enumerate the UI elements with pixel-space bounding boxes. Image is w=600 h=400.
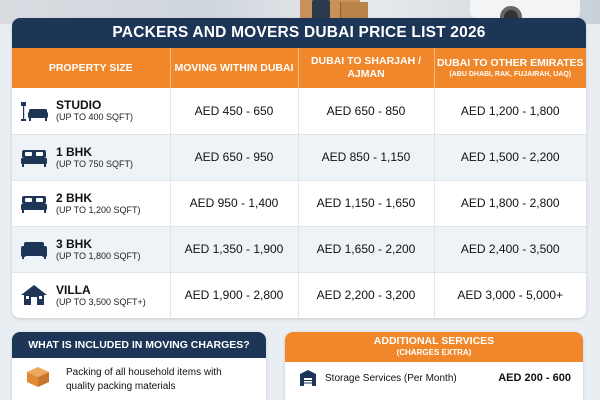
moving-van: [470, 0, 580, 18]
studio-sofa-lamp-icon: [21, 101, 48, 121]
property-cell: STUDIO (UP TO 400 SQFT): [12, 88, 171, 135]
service-name: Storage Services (Per Month): [325, 372, 457, 384]
property-size: (UP TO 400 SQFT): [56, 112, 134, 123]
included-title: WHAT IS INCLUDED IN MOVING CHARGES?: [12, 332, 266, 358]
price-sharjah: AED 850 - 1,150: [298, 134, 435, 181]
price-within: AED 650 - 950: [170, 134, 299, 181]
property-name: VILLA: [56, 282, 91, 297]
price-sharjah: AED 1,150 - 1,650: [298, 180, 435, 227]
property-size: (UP TO 1,200 SQFT): [56, 204, 141, 215]
list-item: Packing of all household items with qual…: [12, 358, 266, 394]
price-other: AED 3,000 - 5,000+: [434, 272, 586, 318]
table-header-row: PROPERTY SIZE MOVING WITHIN DUBAI DUBAI …: [12, 48, 586, 88]
property-cell: VILLA (UP TO 3,500 SQFT+): [12, 272, 171, 318]
box-icon: [27, 367, 49, 387]
services-subtitle: (CHARGES EXTRA): [396, 348, 472, 357]
property-cell: 2 BHK (UP TO 1,200 SQFT): [12, 180, 171, 227]
sofa-icon: [21, 242, 47, 259]
price-other: AED 1,500 - 2,200: [434, 134, 586, 181]
table-row: 1 BHK (UP TO 750 SQFT) AED 650 - 950 AED…: [12, 134, 586, 181]
included-item-text: Packing of all household items with qual…: [66, 367, 222, 392]
page-title: PACKERS AND MOVERS DUBAI PRICE LIST 2026: [12, 18, 586, 48]
price-other: AED 1,800 - 2,800: [434, 180, 586, 227]
price-sharjah: AED 650 - 850: [298, 88, 435, 135]
col-header-other: DUBAI TO OTHER EMIRATES (ABU DHABI, RAK,…: [434, 48, 586, 88]
property-name: 2 BHK: [56, 190, 93, 205]
price-sharjah: AED 1,650 - 2,200: [298, 226, 435, 273]
table-row: 3 BHK (UP TO 1,800 SQFT) AED 1,350 - 1,9…: [12, 226, 586, 273]
price-within: AED 1,350 - 1,900: [170, 226, 299, 273]
property-size: (UP TO 1,800 SQFT): [56, 250, 141, 261]
service-price: AED 200 - 600: [498, 372, 571, 384]
price-within: AED 950 - 1,400: [170, 180, 299, 227]
property-size: (UP TO 3,500 SQFT+): [56, 296, 146, 307]
property-name: STUDIO: [56, 98, 102, 113]
price-within: AED 450 - 650: [170, 88, 299, 135]
service-row: Storage Services (Per Month) AED 200 - 6…: [285, 362, 583, 387]
price-other: AED 1,200 - 1,800: [434, 88, 586, 135]
house-icon: [21, 285, 47, 305]
property-cell: 1 BHK (UP TO 750 SQFT): [12, 134, 171, 181]
price-sharjah: AED 2,200 - 3,200: [298, 272, 435, 318]
bed-icon: [21, 196, 47, 213]
price-other: AED 2,400 - 3,500: [434, 226, 586, 273]
col-header-other-sub: (ABU DHABI, RAK, FUJAIRAH, UAQ): [449, 70, 572, 78]
storage-icon: [300, 370, 316, 386]
bed-icon: [21, 150, 47, 167]
included-panel: WHAT IS INCLUDED IN MOVING CHARGES? Pack…: [12, 332, 266, 400]
col-header-other-label: DUBAI TO OTHER EMIRATES: [436, 56, 584, 69]
col-header-property: PROPERTY SIZE: [12, 48, 171, 88]
services-header: ADDITIONAL SERVICES (CHARGES EXTRA): [285, 332, 583, 362]
property-cell: 3 BHK (UP TO 1,800 SQFT): [12, 226, 171, 273]
table-row: STUDIO (UP TO 400 SQFT) AED 450 - 650 AE…: [12, 88, 586, 135]
property-name: 1 BHK: [56, 144, 93, 159]
table-row: VILLA (UP TO 3,500 SQFT+) AED 1,900 - 2,…: [12, 272, 586, 318]
services-panel: ADDITIONAL SERVICES (CHARGES EXTRA) Stor…: [285, 332, 583, 400]
col-header-within: MOVING WITHIN DUBAI: [170, 48, 299, 88]
property-size: (UP TO 750 SQFT): [56, 158, 134, 169]
services-title: ADDITIONAL SERVICES: [373, 335, 495, 347]
price-table: PROPERTY SIZE MOVING WITHIN DUBAI DUBAI …: [12, 48, 586, 318]
price-list-card: PACKERS AND MOVERS DUBAI PRICE LIST 2026…: [12, 18, 586, 318]
col-header-sharjah: DUBAI TO SHARJAH / AJMAN: [298, 48, 435, 88]
property-name: 3 BHK: [56, 236, 93, 251]
price-within: AED 1,900 - 2,800: [170, 272, 299, 318]
table-row: 2 BHK (UP TO 1,200 SQFT) AED 950 - 1,400…: [12, 180, 586, 227]
